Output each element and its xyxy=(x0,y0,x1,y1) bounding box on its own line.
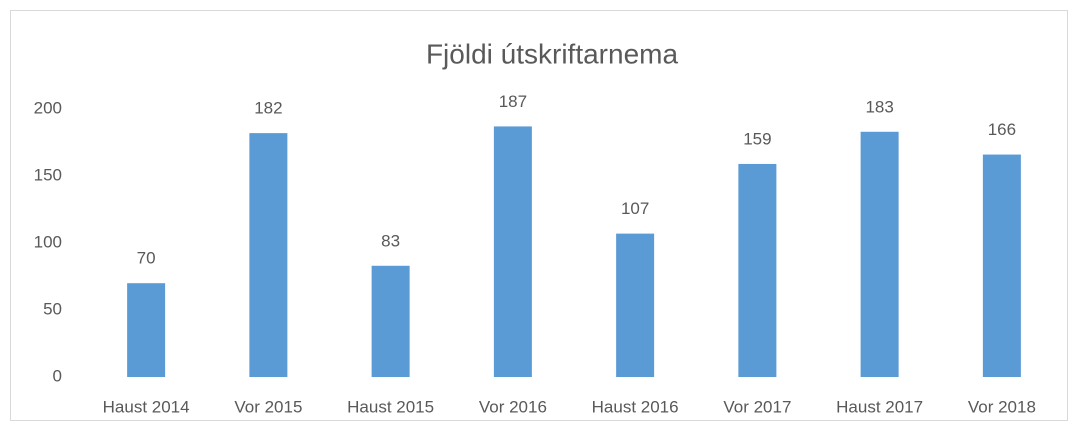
bar xyxy=(860,131,899,377)
y-tick-label: 50 xyxy=(43,299,62,318)
data-label: 187 xyxy=(499,92,527,111)
x-tick-label: Vor 2018 xyxy=(968,397,1036,416)
x-tick-label: Haust 2016 xyxy=(592,397,679,416)
x-tick-label: Haust 2015 xyxy=(347,397,434,416)
data-label: 159 xyxy=(743,129,771,148)
y-tick-label: 150 xyxy=(34,165,62,184)
chart-border xyxy=(10,10,1068,421)
bar xyxy=(738,163,777,377)
chart-title: Fjöldi útskriftarnema xyxy=(426,38,679,69)
y-tick-label: 0 xyxy=(53,366,62,385)
data-label: 107 xyxy=(621,199,649,218)
bar xyxy=(982,154,1021,377)
data-label: 70 xyxy=(137,249,156,268)
y-tick-label: 200 xyxy=(34,98,62,117)
x-tick-label: Haust 2014 xyxy=(103,397,190,416)
x-tick-label: Vor 2016 xyxy=(479,397,547,416)
bar xyxy=(616,233,655,377)
bar xyxy=(493,126,532,377)
bar xyxy=(371,265,410,377)
data-label: 83 xyxy=(381,231,400,250)
bar xyxy=(127,283,166,377)
x-tick-label: Haust 2017 xyxy=(836,397,923,416)
data-label: 183 xyxy=(865,97,893,116)
data-label: 182 xyxy=(254,99,282,118)
x-tick-label: Vor 2017 xyxy=(723,397,791,416)
y-tick-label: 100 xyxy=(34,232,62,251)
data-label: 166 xyxy=(988,120,1016,139)
x-tick-label: Vor 2015 xyxy=(234,397,302,416)
bar xyxy=(249,133,288,377)
